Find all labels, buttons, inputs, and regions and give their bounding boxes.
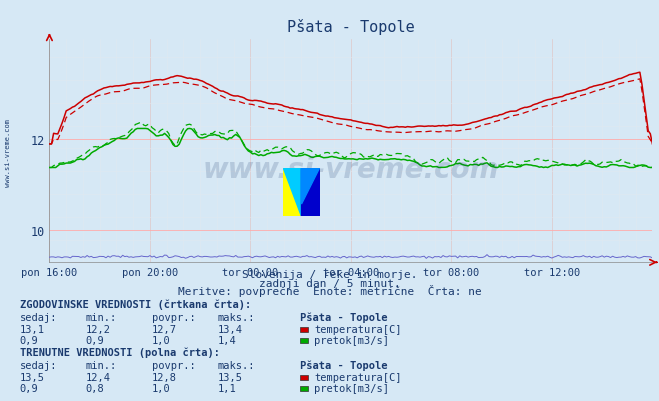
Text: 1,0: 1,0 [152,335,170,345]
Text: 0,9: 0,9 [20,383,38,393]
Text: temperatura[C]: temperatura[C] [314,324,402,334]
Text: pretok[m3/s]: pretok[m3/s] [314,335,389,345]
Text: 1,0: 1,0 [152,383,170,393]
Text: sedaj:: sedaj: [20,360,57,370]
Text: 0,8: 0,8 [86,383,104,393]
Polygon shape [302,168,320,205]
Text: Slovenija / reke in morje.: Slovenija / reke in morje. [242,269,417,279]
Polygon shape [283,168,302,217]
Text: www.si-vreme.com: www.si-vreme.com [203,155,499,183]
Text: Pšata - Topole: Pšata - Topole [300,360,387,370]
Text: 1,1: 1,1 [217,383,236,393]
Text: TRENUTNE VREDNOSTI (polna črta):: TRENUTNE VREDNOSTI (polna črta): [20,346,219,357]
Text: Meritve: povprečne  Enote: metrične  Črta: ne: Meritve: povprečne Enote: metrične Črta:… [178,284,481,296]
Text: ZGODOVINSKE VREDNOSTI (črtkana črta):: ZGODOVINSKE VREDNOSTI (črtkana črta): [20,298,251,309]
Text: 1,4: 1,4 [217,335,236,345]
Text: 13,5: 13,5 [217,372,243,382]
Text: 13,5: 13,5 [20,372,45,382]
Text: 13,1: 13,1 [20,324,45,334]
Text: povpr.:: povpr.: [152,360,195,370]
Text: 0,9: 0,9 [20,335,38,345]
Text: sedaj:: sedaj: [20,312,57,322]
Text: 0,9: 0,9 [86,335,104,345]
Text: min.:: min.: [86,312,117,322]
Text: 13,4: 13,4 [217,324,243,334]
Text: Pšata - Topole: Pšata - Topole [300,312,387,322]
Text: min.:: min.: [86,360,117,370]
Text: maks.:: maks.: [217,360,255,370]
Text: zadnji dan / 5 minut.: zadnji dan / 5 minut. [258,278,401,288]
Text: temperatura[C]: temperatura[C] [314,372,402,382]
Polygon shape [283,168,302,217]
Text: 12,2: 12,2 [86,324,111,334]
Title: Pšata - Topole: Pšata - Topole [287,19,415,35]
Text: 12,7: 12,7 [152,324,177,334]
Text: maks.:: maks.: [217,312,255,322]
Text: 12,4: 12,4 [86,372,111,382]
Text: www.si-vreme.com: www.si-vreme.com [5,118,11,186]
Text: povpr.:: povpr.: [152,312,195,322]
Text: pretok[m3/s]: pretok[m3/s] [314,383,389,393]
Polygon shape [302,168,320,217]
Text: 12,8: 12,8 [152,372,177,382]
